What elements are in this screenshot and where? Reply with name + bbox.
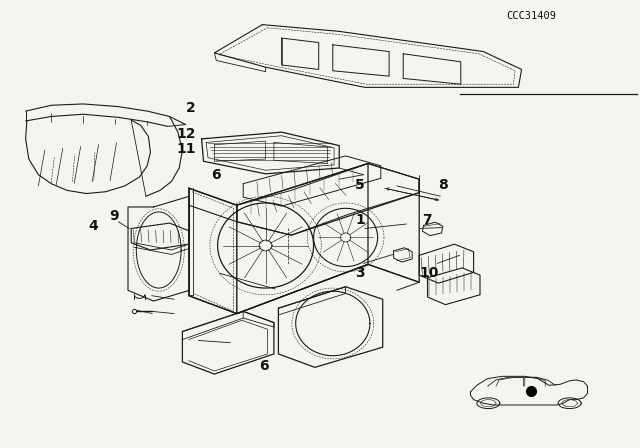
- Text: CCC31409: CCC31409: [506, 11, 556, 21]
- Text: 11: 11: [176, 142, 195, 156]
- Text: 10: 10: [419, 266, 438, 280]
- Text: 5: 5: [355, 177, 365, 192]
- Text: 9: 9: [109, 209, 118, 223]
- Text: 6: 6: [259, 359, 269, 374]
- Text: 6: 6: [211, 168, 221, 182]
- Text: 12: 12: [176, 127, 195, 142]
- Text: 8: 8: [438, 177, 448, 192]
- Text: 3: 3: [355, 266, 365, 280]
- Text: 7: 7: [422, 212, 432, 227]
- Text: 1: 1: [355, 212, 365, 227]
- Text: 4: 4: [88, 219, 98, 233]
- Text: 2: 2: [186, 100, 195, 115]
